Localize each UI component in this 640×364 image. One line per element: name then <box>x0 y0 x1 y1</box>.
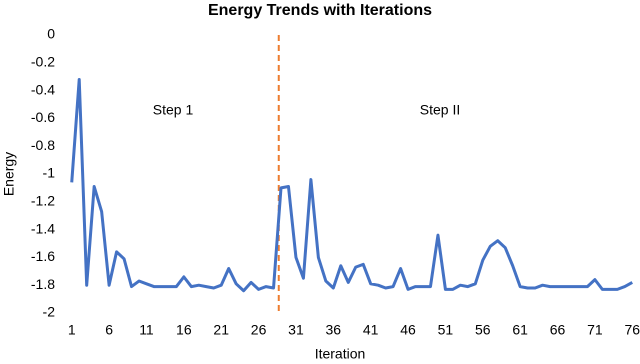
x-tick-label: 66 <box>550 322 566 338</box>
annotation: Step II <box>420 102 460 118</box>
x-axis-label: Iteration <box>315 346 366 362</box>
y-tick-label: -1.4 <box>31 220 55 236</box>
x-tick-label: 51 <box>438 322 454 338</box>
x-tick-label: 11 <box>139 322 154 338</box>
y-tick-label: 0 <box>47 26 55 42</box>
x-tick-label: 16 <box>176 322 192 338</box>
x-tick-label: 31 <box>288 322 304 338</box>
y-tick-label: -0.6 <box>31 109 55 125</box>
y-tick-label: -0.2 <box>31 54 55 70</box>
x-tick-label: 61 <box>512 322 528 338</box>
x-tick-label: 41 <box>363 322 379 338</box>
y-tick-label: -1.8 <box>31 276 55 292</box>
y-tick-label: -2 <box>43 304 56 320</box>
x-tick-label: 76 <box>624 322 640 338</box>
x-tick-label: 71 <box>587 322 603 338</box>
y-tick-label: -0.8 <box>31 137 55 153</box>
x-tick-label: 36 <box>326 322 342 338</box>
y-tick-label: -1.2 <box>31 193 55 209</box>
y-axis-label: Energy <box>1 152 17 196</box>
chart-title: Energy Trends with Iterations <box>208 2 432 19</box>
y-tick-label: -1.6 <box>31 248 55 264</box>
y-tick-label: -1 <box>43 165 56 181</box>
x-tick-label: 1 <box>68 322 76 338</box>
x-tick-label: 46 <box>400 322 416 338</box>
data-line <box>70 77 633 293</box>
y-tick-label: -0.4 <box>31 81 55 97</box>
annotation: Step 1 <box>153 102 194 118</box>
x-tick-label: 21 <box>213 322 229 338</box>
x-tick-label: 6 <box>105 322 113 338</box>
x-tick-label: 26 <box>251 322 267 338</box>
x-tick-label: 56 <box>475 322 491 338</box>
